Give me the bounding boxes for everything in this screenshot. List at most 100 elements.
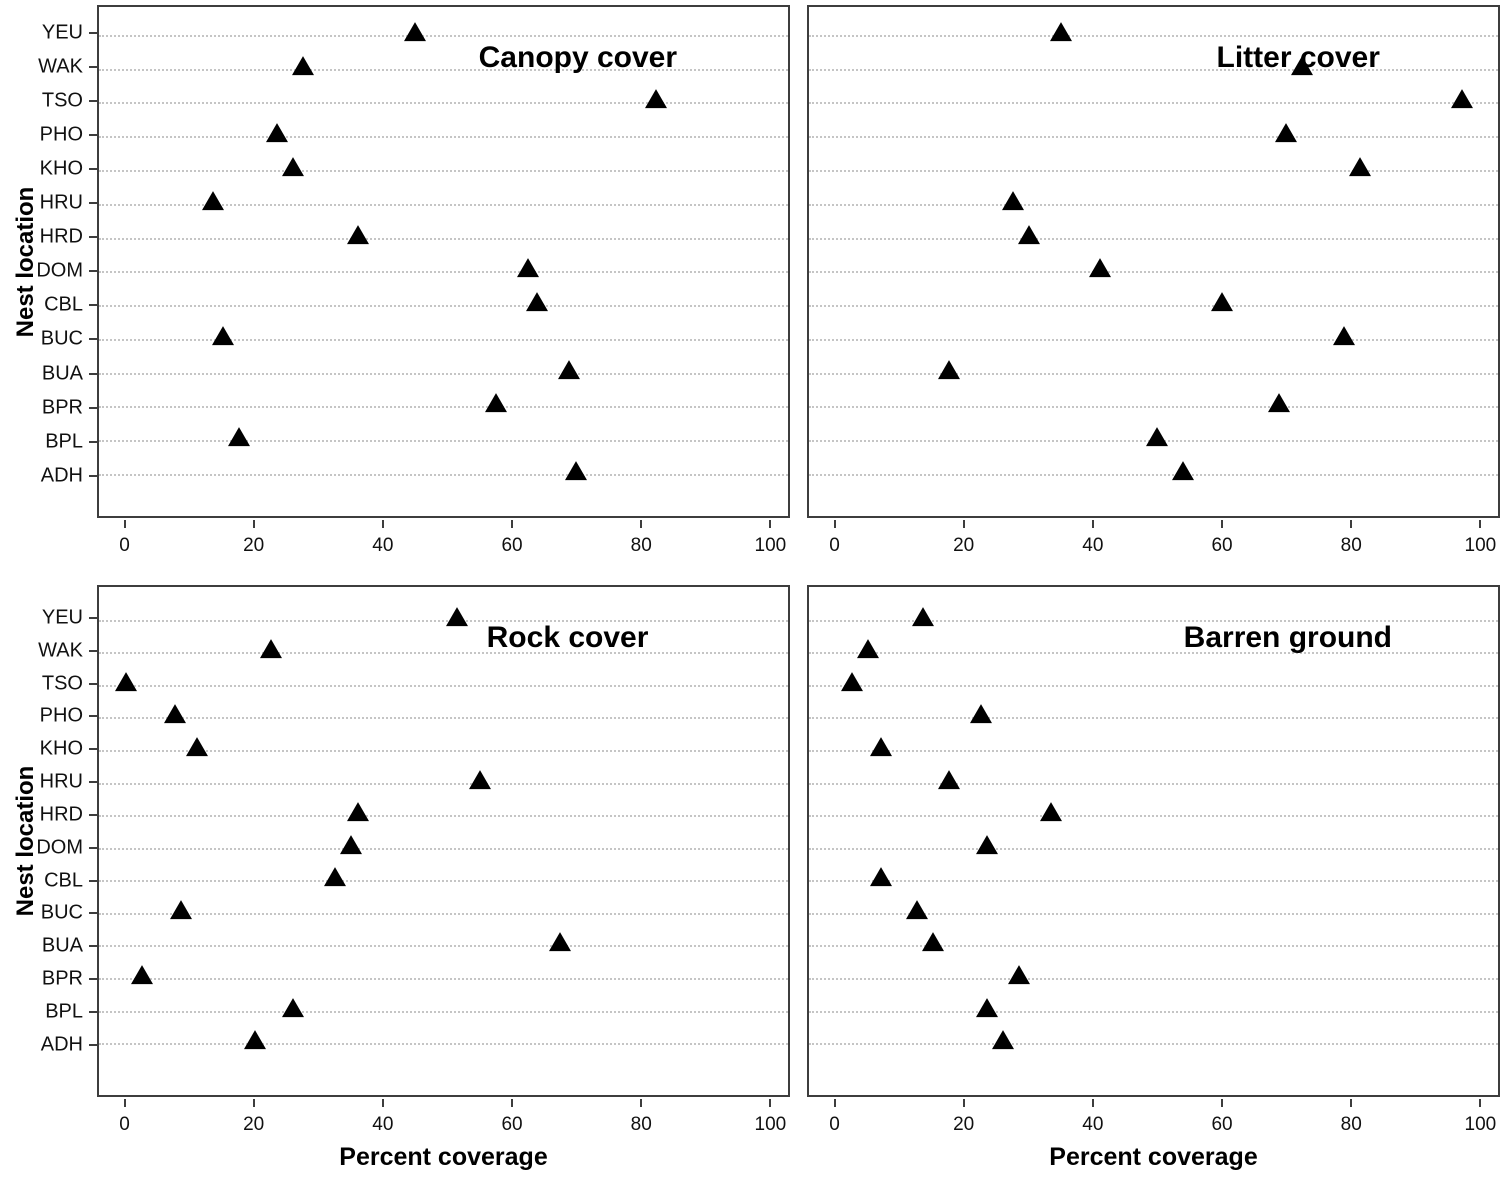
data-point-KHO [870,737,893,757]
panel-litter-cover: Litter cover [807,5,1500,518]
x-tick-100 [769,520,772,528]
gridline-CBL [99,305,788,308]
y-tick-label-BPL: BPL [45,1000,83,1023]
y-tick-HRU [89,781,97,784]
x-tick-80 [1350,1099,1353,1107]
data-point-PHO [969,704,992,724]
y-tick-BUA [89,945,97,948]
data-point-HRD [1017,224,1040,244]
x-tick-label-80: 80 [630,535,652,556]
x-tick-40 [381,520,384,528]
y-tick-BPL [89,440,97,443]
gridline-BUA [99,945,788,948]
panel-title-litter-cover: Litter cover [1216,40,1380,74]
gridline-HRD [809,815,1498,818]
gridline-PHO [809,136,1498,139]
gridline-HRU [809,203,1498,206]
data-point-YEU [446,606,469,626]
data-point-BUC [1332,325,1355,345]
data-point-WAK [1290,55,1313,75]
gridline-BUC [99,338,788,341]
gridline-BPL [809,1010,1498,1013]
data-point-HRD [1040,802,1063,822]
y-tick-label-BPR: BPR [41,396,83,419]
gridline-KHO [99,750,788,753]
y-tick-PHO [89,134,97,137]
y-tick-label-ADH: ADH [40,464,83,487]
gridline-BUC [809,912,1498,915]
y-tick-BUC [89,338,97,341]
gridline-TSO [99,684,788,687]
data-point-BUA [937,359,960,379]
gridline-KHO [809,169,1498,172]
data-point-BUA [548,932,571,952]
x-tick-40 [381,1099,384,1107]
x-tick-0 [123,520,126,528]
data-point-BPL [976,997,999,1017]
gridline-BPR [809,406,1498,409]
data-point-WAK [857,639,880,659]
x-tick-100 [1479,520,1482,528]
y-tick-label-ADH: ADH [40,1033,83,1056]
y-tick-KHO [89,168,97,171]
y-tick-label-KHO: KHO [39,157,83,180]
data-point-ADH [1172,461,1195,481]
gridline-PHO [99,136,788,139]
gridline-BUC [99,912,788,915]
x-axis-rock: Percent coverage 0 20 40 60 80 100 [97,1099,790,1183]
x-tick-40 [1091,520,1094,528]
x-tick-0 [833,1099,836,1107]
data-point-CBL [1210,292,1233,312]
x-tick-label-20: 20 [953,535,975,556]
gridline-CBL [99,880,788,883]
gridline-HRD [809,237,1498,240]
data-point-PHO [266,123,289,143]
x-tick-label-80: 80 [1340,1114,1362,1135]
data-point-CBL [870,867,893,887]
data-point-ADH [243,1030,266,1050]
gridline-HRU [99,203,788,206]
y-tick-label-HRU: HRU [39,770,83,793]
gridline-ADH [99,474,788,477]
y-tick-HRD [89,813,97,816]
data-point-YEU [1050,21,1073,41]
data-point-YEU [912,606,935,626]
data-point-ADH [564,461,587,481]
y-tick-TSO [89,682,97,685]
panel-canopy-cover: Canopy cover [97,5,790,518]
gridline-DOM [809,847,1498,850]
gridline-BPL [99,1010,788,1013]
y-tick-PHO [89,715,97,718]
gridline-DOM [99,847,788,850]
y-tick-DOM [89,846,97,849]
data-point-KHO [282,157,305,177]
x-tick-60 [1221,1099,1224,1107]
gridline-BPR [99,406,788,409]
y-tick-label-BUA: BUA [41,362,83,385]
data-point-TSO [841,671,864,691]
data-point-KHO [185,737,208,757]
gridline-BPR [809,977,1498,980]
y-tick-BPR [89,406,97,409]
data-point-BUC [169,899,192,919]
y-tick-WAK [89,66,97,69]
gridline-YEU [809,34,1498,37]
data-point-DOM [976,834,999,854]
y-tick-YEU [89,617,97,620]
x-tick-60 [511,520,514,528]
gridline-HRU [809,782,1498,785]
x-tick-0 [123,1099,126,1107]
y-tick-label-TSO: TSO [41,672,83,695]
y-tick-DOM [89,270,97,273]
x-tick-label-40: 40 [1082,535,1104,556]
data-point-BUC [905,899,928,919]
panel-title-barren-ground: Barren ground [1183,620,1393,654]
y-tick-BUC [89,912,97,915]
gridline-DOM [809,271,1498,274]
x-tick-label-80: 80 [1340,535,1362,556]
gridline-BUA [809,945,1498,948]
x-tick-label-80: 80 [630,1114,652,1135]
x-tick-label-0: 0 [829,535,840,556]
gridline-YEU [99,34,788,37]
x-tick-0 [833,520,836,528]
